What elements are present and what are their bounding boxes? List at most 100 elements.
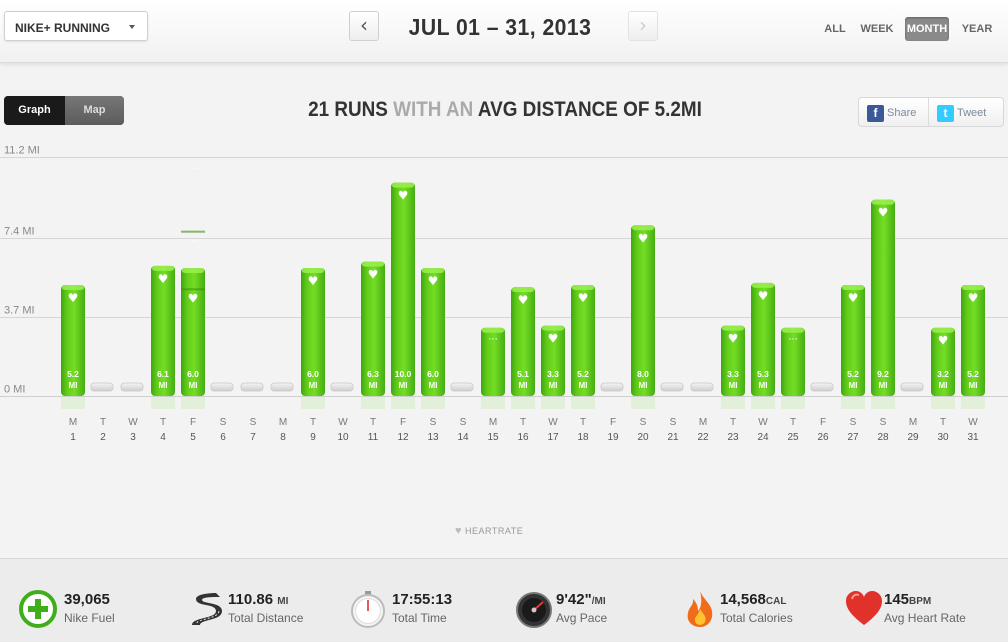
- stat-avg-pace: 9'42"/MI Avg Pace: [514, 559, 674, 642]
- graph-view-button[interactable]: Graph: [4, 96, 65, 125]
- run-bar[interactable]: ♥ 3.3 MI: [541, 325, 565, 409]
- flame-icon: [687, 591, 713, 627]
- twitter-tweet-button[interactable]: t Tweet: [937, 104, 986, 122]
- run-bar[interactable]: ···: [481, 327, 505, 409]
- x-date-label: 21: [667, 432, 679, 443]
- speedometer-icon: [516, 592, 552, 628]
- bar-value-label: 5.1: [517, 369, 529, 379]
- bar-value-label: 6.3: [367, 369, 379, 379]
- x-date-label: 26: [817, 432, 829, 443]
- x-date-label: 30: [937, 432, 949, 443]
- heart-icon: ♥: [398, 189, 409, 203]
- stat-total-calories: 14,568CAL Total Calories: [680, 559, 840, 642]
- run-bar[interactable]: ♥ 9.2 MI: [871, 199, 895, 409]
- facebook-share-button[interactable]: f Share: [867, 104, 916, 122]
- run-bar[interactable]: ♥ ··· ··· 6.0 MI: [181, 164, 205, 409]
- heart-icon: ♥: [848, 291, 859, 305]
- run-bar[interactable]: ♥ 3.3 MI: [721, 325, 745, 409]
- stat-total-distance-label: Total Distance: [228, 611, 304, 625]
- run-bar[interactable]: ♥ 6.1 MI: [151, 265, 175, 409]
- run-bar[interactable]: ♥ 5.2 MI: [841, 285, 865, 409]
- bar-reflection: [361, 397, 385, 409]
- empty-day-stub: [210, 382, 234, 392]
- x-day-label: T: [100, 417, 106, 428]
- heart-icon: ♥: [578, 291, 589, 305]
- empty-day-stub: [330, 382, 354, 392]
- x-day-label: S: [850, 417, 857, 428]
- bar-body: [571, 285, 595, 396]
- bar-body: [151, 265, 175, 396]
- bar-body: [931, 327, 955, 396]
- run-bar[interactable]: ♥ 10.0 MI: [391, 182, 415, 409]
- facebook-share-label: Share: [887, 107, 917, 119]
- range-month-tab[interactable]: MONTH: [905, 17, 949, 41]
- x-date-label: 2: [100, 432, 106, 443]
- top-bar: NIKE+ RUNNING ‹ JUL 01 – 31, 2013 › ALL …: [0, 0, 1008, 63]
- x-day-label: S: [880, 417, 887, 428]
- app-selector-dropdown[interactable]: NIKE+ RUNNING: [4, 11, 148, 41]
- facebook-icon: f: [867, 104, 884, 122]
- x-day-label: M: [279, 417, 287, 428]
- distance-bar-chart: 0 MI 3.7 MI 7.4 MI 11.2 MI ♥ 5.2 MI ♥ 6.1 MI ♥ ···…: [0, 145, 1008, 443]
- bar-body: [511, 287, 535, 396]
- bar-value-label: 9.2: [877, 369, 889, 379]
- bar-body: [541, 325, 565, 396]
- heart-icon: ♥: [878, 206, 889, 220]
- run-bar[interactable]: ♥ 5.2 MI: [61, 285, 85, 409]
- summary-headline: 21 RUNS WITH AN AVG DISTANCE OF 5.2MI: [267, 98, 744, 122]
- bar-highlight: [422, 267, 444, 273]
- range-week-tab[interactable]: WEEK: [860, 23, 894, 35]
- bar-body: [301, 267, 325, 396]
- run-bar[interactable]: ♥ 6.3 MI: [361, 261, 385, 409]
- run-bar[interactable]: ♥ 5.2 MI: [571, 285, 595, 409]
- bar-unit-label: MI: [549, 381, 558, 390]
- bar-body: [61, 285, 85, 396]
- nike-fuel-icon: [19, 590, 57, 628]
- app-selector-label: NIKE+ RUNNING: [15, 21, 111, 35]
- twitter-icon: t: [937, 104, 954, 122]
- empty-day-stub: [900, 382, 924, 392]
- run-bar[interactable]: ♥ 6.0 MI: [421, 267, 445, 409]
- x-date-label: 8: [280, 432, 286, 443]
- bar-reflection: [871, 397, 895, 409]
- heartrate-legend-label: HEARTRATE: [465, 526, 524, 536]
- previous-period-button[interactable]: ‹: [349, 11, 379, 41]
- range-all-tab[interactable]: ALL: [824, 23, 846, 35]
- range-year-tab[interactable]: YEAR: [961, 23, 993, 35]
- empty-day-stub: [450, 382, 474, 392]
- bar-reflection: [961, 397, 985, 409]
- stat-nike-fuel-value: 39,065: [64, 591, 110, 608]
- run-bar[interactable]: ···: [781, 327, 805, 409]
- share-box: f Share t Tweet: [858, 97, 1004, 127]
- run-bar[interactable]: ♥ 5.2 MI: [961, 285, 985, 409]
- bar-highlight: [632, 225, 654, 231]
- bar-body: [421, 267, 445, 396]
- x-day-label: W: [758, 417, 768, 428]
- bar-value-label: 5.3: [757, 369, 769, 379]
- run-bar[interactable]: ♥ 6.0 MI: [301, 267, 325, 409]
- x-day-label: S: [460, 417, 467, 428]
- run-bar[interactable]: ♥ 5.1 MI: [511, 287, 535, 409]
- chevron-left-icon: ‹: [360, 13, 368, 37]
- next-period-button[interactable]: ›: [628, 11, 658, 41]
- headline-connector: WITH AN: [393, 98, 474, 121]
- bar-reflection: [751, 397, 775, 409]
- x-day-label: F: [400, 417, 406, 428]
- twitter-tweet-label: Tweet: [957, 107, 987, 119]
- chevron-down-icon: [129, 25, 135, 29]
- map-view-button[interactable]: Map: [65, 96, 124, 125]
- bar-body: [721, 325, 745, 396]
- heart-icon: ♥: [188, 291, 199, 305]
- run-bar[interactable]: ♥ 3.2 MI: [931, 327, 955, 409]
- headline-runs: 21 RUNS: [308, 98, 388, 121]
- x-date-label: 9: [310, 432, 316, 443]
- run-bar[interactable]: ♥ 8.0 MI: [631, 225, 655, 409]
- view-toggle: Graph Map: [4, 96, 124, 125]
- road-icon: [192, 593, 222, 625]
- bar-reflection: [841, 397, 865, 409]
- x-date-label: 29: [907, 432, 919, 443]
- heart-icon: ♥: [968, 291, 979, 305]
- y-tick-label: 7.4 MI: [4, 226, 35, 238]
- stats-bar: 39,065 Nike Fuel 110.86 MI Total Distanc…: [0, 558, 1008, 642]
- run-bar[interactable]: ♥ 5.3 MI: [751, 282, 775, 409]
